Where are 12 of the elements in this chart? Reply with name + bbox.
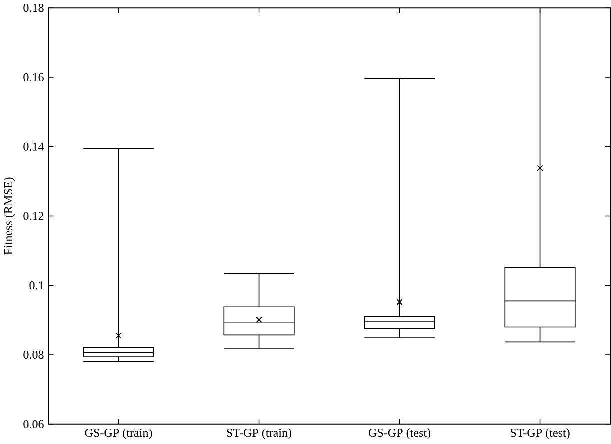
- y-tick-label: 0.06: [24, 420, 44, 429]
- y-tick-label: 0.1: [30, 282, 44, 290]
- x-tick-label: GS-GP (train): [85, 428, 152, 440]
- x-tick-label: ST-GP (train): [227, 428, 292, 440]
- y-tick-label: 0.14: [24, 142, 44, 152]
- y-tick-label: 0.16: [24, 74, 44, 82]
- x-tick-label: GS-GP (test): [368, 428, 431, 440]
- y-tick-label: 0.18: [24, 4, 44, 12]
- x-tick-label: ST-GP (test): [510, 428, 570, 440]
- y-tick-label: 0.08: [24, 351, 44, 360]
- y-axis-title: Fitness (RMSE): [4, 178, 15, 256]
- y-tick-label: 0.12: [24, 212, 44, 221]
